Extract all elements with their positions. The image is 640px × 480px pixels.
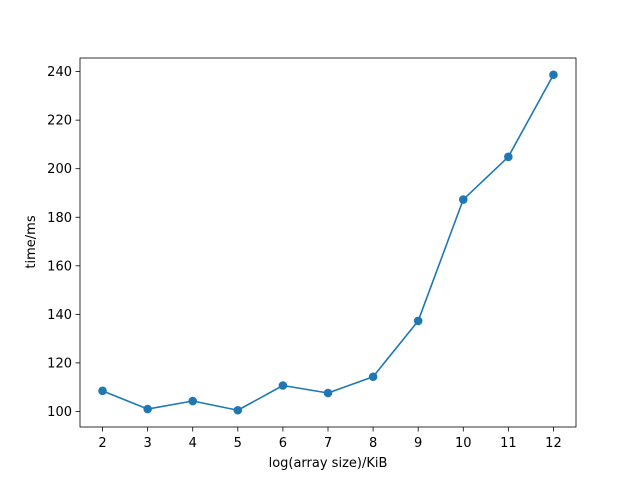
data-point — [278, 381, 288, 390]
y-tick-label: 180 — [47, 211, 72, 226]
y-axis-label: time/ms — [24, 215, 39, 268]
x-tick-label: 12 — [545, 436, 562, 451]
x-tick-label: 4 — [189, 436, 197, 451]
x-tick-label: 3 — [143, 436, 151, 451]
data-point — [143, 404, 152, 414]
x-axis-label: log(array size)/KiB — [269, 456, 388, 471]
data-point — [368, 372, 378, 382]
x-tick-label: 11 — [500, 436, 517, 451]
x-tick-label: 2 — [98, 436, 106, 451]
data-point — [413, 316, 423, 326]
x-tick-label: 5 — [234, 436, 242, 451]
data-point — [323, 388, 333, 398]
plot-area: 2 3 4 5 6 7 8 9 10 11 12 100 120 140 160 180 200 220 240 — [47, 57, 577, 451]
y-tick-label: 140 — [47, 308, 72, 323]
data-point — [233, 405, 243, 415]
y-tick-label: 240 — [47, 65, 72, 80]
data-point — [504, 152, 513, 162]
x-tick-label: 6 — [279, 436, 287, 451]
y-tick-label: 220 — [47, 114, 72, 129]
x-tick-label: 7 — [324, 436, 332, 451]
x-tick-label: 10 — [455, 436, 472, 451]
x-tick-label: 8 — [369, 436, 377, 451]
data-point — [98, 386, 107, 396]
data-point — [458, 195, 468, 204]
y-tick-label: 200 — [47, 162, 72, 177]
y-tick-label: 100 — [47, 405, 72, 420]
data-point — [549, 70, 558, 80]
data-point — [188, 396, 198, 406]
y-tick-label: 160 — [47, 259, 72, 274]
x-tick-label: 9 — [414, 436, 422, 451]
y-tick-label: 120 — [47, 356, 72, 371]
